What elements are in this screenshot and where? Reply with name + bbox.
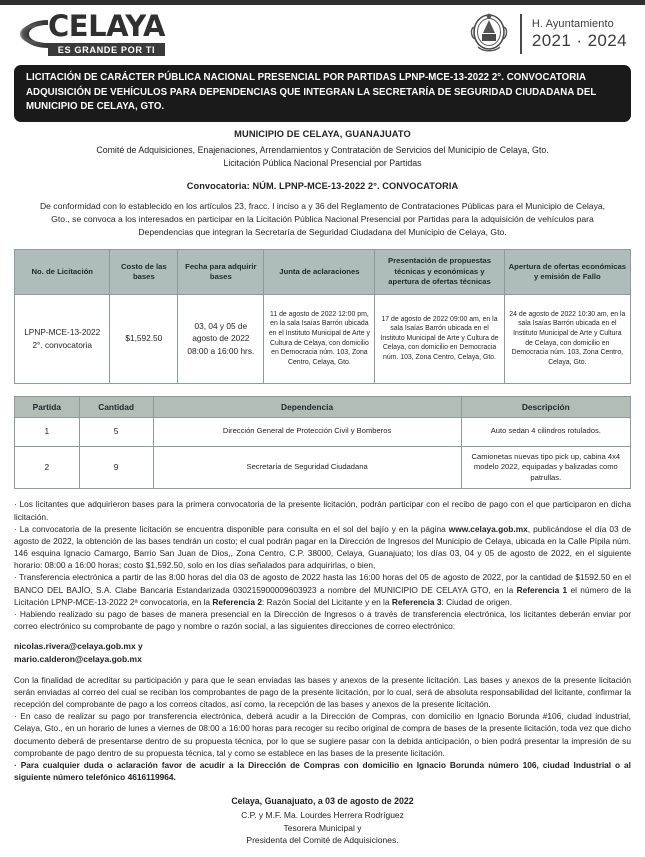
contact-emails: nicolas.rivera@celaya.gob.mx y mario.cal…	[14, 640, 631, 666]
bullet-prior-bidders: · Los licitantes que adquirieron bases p…	[14, 499, 631, 522]
td-costo: $1,592.50	[109, 293, 179, 384]
td-descripcion: Camionetas nuevas tipo pick up, cabina 4…	[460, 445, 632, 490]
th-descripcion: Descripción	[460, 395, 632, 418]
th-junta-aclaraciones: Junta de aclaraciones	[263, 249, 376, 295]
td-apertura: 24 de agosto de 2022 10:30 am, en la sal…	[503, 293, 632, 384]
td-partida: 2	[14, 445, 80, 490]
paragraph-accreditation: Con la finalidad de acreditar su partici…	[14, 674, 631, 710]
p3-part-a: · Transferencia electrónica a partir de …	[14, 572, 631, 595]
td-cantidad: 9	[78, 445, 154, 490]
table-row: 1 5 Dirección General de Protección Civi…	[14, 416, 632, 447]
spacer	[14, 666, 631, 674]
items-table: Partida Cantidad Dependencia Descripción…	[14, 395, 632, 490]
tender-type-line: Licitación Pública Nacional Presencial p…	[223, 158, 422, 169]
th-cantidad: Cantidad	[78, 395, 154, 418]
convocatoria-number: Convocatoria: NÚM. LPNP-MCE-13-2022 2°. …	[186, 181, 459, 192]
title-banner: LICITACIÓN DE CARÁCTER PÚBLICA NACIONAL …	[14, 65, 631, 122]
p2-part-c: , publicándose el día 03 de agosto de 20…	[14, 523, 631, 571]
th-fecha-adquirir: Fecha para adquirir bases	[177, 249, 265, 295]
bullet-availability: · La convocatoria de la presente licitac…	[14, 523, 631, 572]
p3-part-d: : Ciudad de origen.	[441, 596, 513, 607]
td-presentacion: 17 de agosto de 2022 09:00 am, en la sal…	[374, 293, 505, 384]
signature-place-date: Celaya, Guanajuato, a 03 de agosto de 20…	[231, 796, 414, 807]
terms-body: · Los licitantes que adquirieron bases p…	[14, 498, 631, 783]
email-nicolas[interactable]: nicolas.rivera@celaya.gob.mx y	[14, 641, 143, 652]
reference-3-label: Referencia 3	[391, 596, 442, 607]
reference-2-label: Referencia 2	[212, 596, 262, 607]
signature-role-2: Presidenta del Comité de Adquisiciones.	[246, 835, 399, 846]
email-mario[interactable]: mario.calderon@celaya.gob.mx	[14, 654, 142, 665]
table-header-row: No. de Licitación Costo de las bases Fec…	[13, 249, 632, 295]
spacer	[14, 632, 631, 640]
td-dependencia: Dirección General de Protección Civil y …	[152, 416, 462, 447]
td-junta: 11 de agosto de 2022 12:00 pm, en la sal…	[263, 293, 376, 384]
td-descripcion: Auto sedan 4 cilindros rotulados.	[460, 416, 632, 447]
th-partida: Partida	[14, 395, 80, 418]
th-presentacion-propuestas: Presentación de propuestas técnicas y ec…	[374, 249, 505, 295]
ayuntamiento-years: 2021 · 2024	[531, 30, 627, 50]
th-dependencia: Dependencia	[152, 395, 462, 418]
table-row: 2 9 Secretaría de Seguridad Ciudadana Ca…	[14, 445, 632, 490]
celaya-logo: CELAYA ES GRANDE POR TI	[18, 12, 165, 56]
swoosh-icon	[18, 14, 52, 54]
signature-role-1: Tesorera Municipal y	[283, 822, 362, 833]
reference-1-label: Referencia 1	[516, 584, 568, 595]
divider	[519, 14, 522, 54]
bullet-wire-transfer: · Transferencia electrónica a partir de …	[14, 571, 631, 608]
td-dependencia: Secretaría de Seguridad Ciudadana	[152, 445, 462, 490]
td-fecha: 03, 04 y 05 de agosto de 2022 08:00 a 16…	[177, 293, 265, 384]
intro-block: MUNICIPIO DE CELAYA, GUANAJUATO Comité d…	[14, 129, 631, 192]
logo-text-block: CELAYA ES GRANDE POR TI	[48, 12, 165, 56]
signature-block: Celaya, Guanajuato, a 03 de agosto de 20…	[14, 795, 631, 847]
signature-name: C.P. y M.F. Ma. Lourdes Herrera Rodrígue…	[241, 809, 404, 820]
logo-wordmark: CELAYA	[48, 9, 165, 43]
ayuntamiento-label: H. Ayuntamiento	[531, 18, 614, 31]
bullet-pickup-receipt: · En caso de realizar su pago por transf…	[14, 711, 631, 758]
committee-line: Comité de Adquisiciones, Enajenaciones, …	[96, 144, 549, 155]
td-cantidad: 5	[78, 416, 154, 447]
p2-part-a: · La convocatoria de la presente licitac…	[14, 523, 449, 534]
coat-of-arms-icon	[468, 11, 510, 57]
website-link[interactable]: www.celaya.gob.mx	[448, 523, 528, 534]
top-rule	[0, 0, 645, 5]
table-row: LPNP-MCE-13-2022 2°. convocatoria $1,592…	[13, 293, 632, 384]
th-costo-bases: Costo de las bases	[109, 249, 179, 295]
td-partida: 1	[14, 416, 80, 447]
logo-tagline: ES GRANDE POR TI	[48, 43, 165, 56]
th-no-licitacion: No. de Licitación	[13, 249, 111, 295]
schedule-table: No. de Licitación Costo de las bases Fec…	[13, 249, 632, 384]
p3-part-c: : Razón Social del Licitante y en la	[261, 596, 392, 607]
th-apertura-fallo: Apertura de ofertas económicas y emisión…	[503, 249, 632, 295]
table-header-row: Partida Cantidad Dependencia Descripción	[14, 395, 632, 418]
ayuntamiento-text: H. Ayuntamiento 2021 · 2024	[532, 18, 627, 49]
ayuntamiento-brand: H. Ayuntamiento 2021 · 2024	[468, 11, 627, 57]
p3-part-b: el número de la Licitación LPNP-MCE-13-2…	[14, 584, 631, 607]
td-no-licitacion: LPNP-MCE-13-2022 2°. convocatoria	[13, 293, 111, 384]
bullet-contact-info: · Para cualquier duda o aclaración favor…	[14, 759, 631, 783]
municipality-title: MUNICIPIO DE CELAYA, GUANAJUATO	[234, 128, 411, 139]
bullet-send-receipt: · Habiendo realizado su pago de bases de…	[14, 608, 631, 632]
masthead: CELAYA ES GRANDE POR TI H. Ayunt	[14, 5, 631, 63]
legal-basis-paragraph: De conformidad con lo establecido en los…	[39, 201, 606, 238]
